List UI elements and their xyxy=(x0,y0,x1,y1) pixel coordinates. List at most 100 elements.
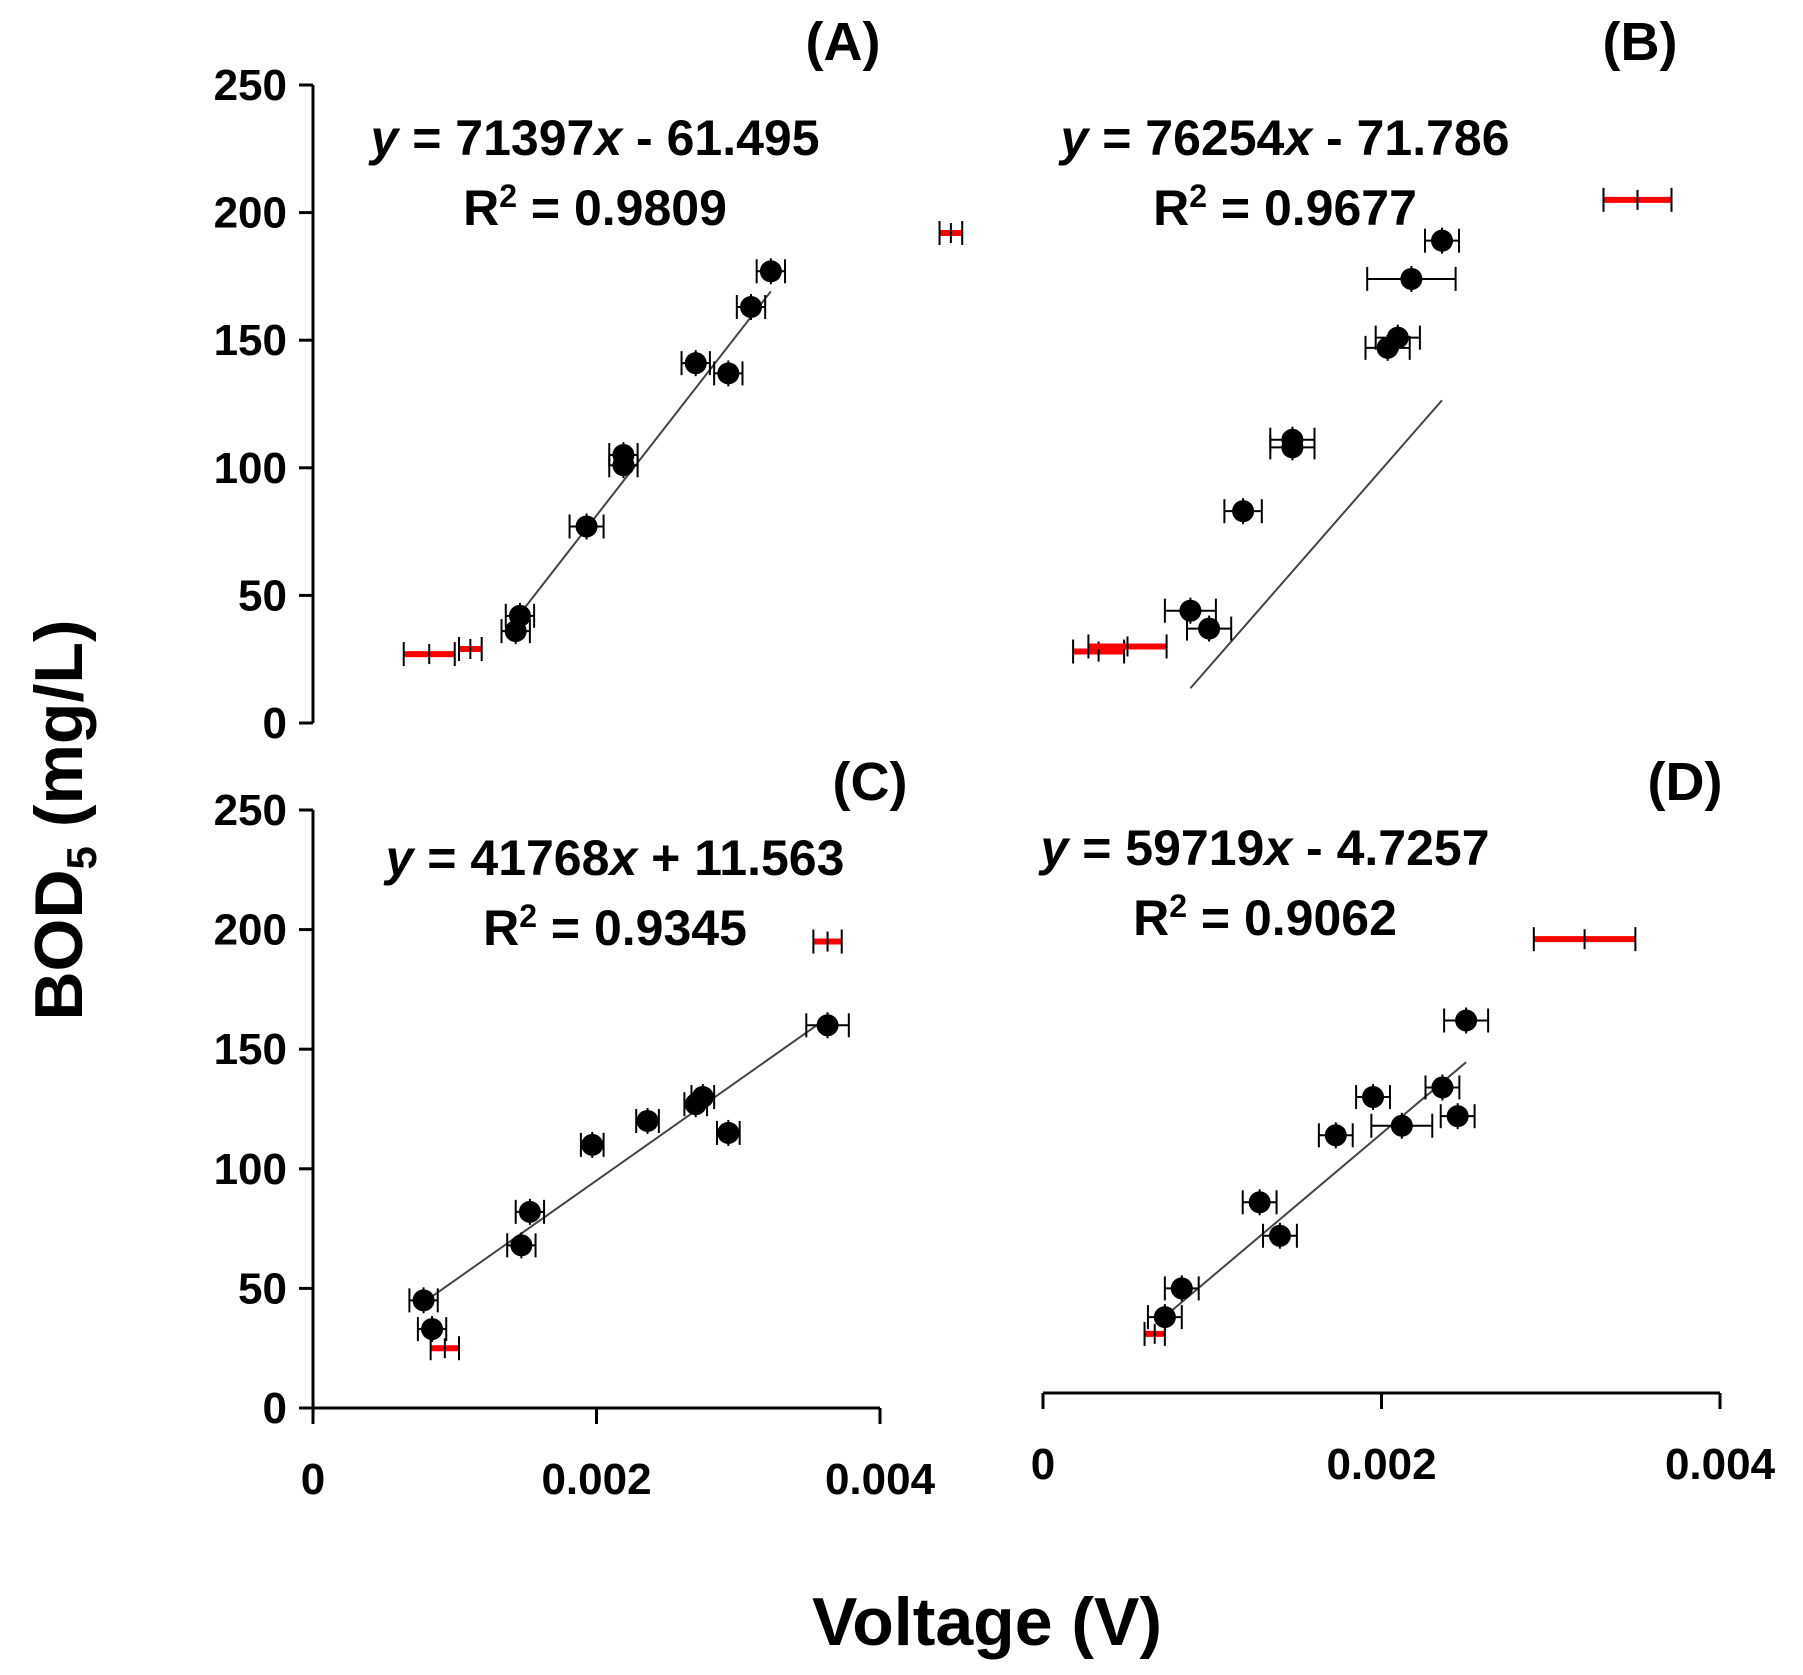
fit-equation-y: y xyxy=(1037,820,1070,876)
x-tick-label: 0 xyxy=(301,1455,325,1504)
data-point-marker xyxy=(1455,1009,1478,1032)
data-point-marker xyxy=(1153,1306,1176,1329)
y-tick-label: 100 xyxy=(214,1145,287,1194)
y-tick-label: 250 xyxy=(214,786,287,835)
fit-r-squared-value: = 0.9809 xyxy=(517,180,727,236)
data-point-marker xyxy=(1431,1076,1454,1099)
y-tick-label: 150 xyxy=(214,316,287,365)
y-tick-label: 150 xyxy=(214,1025,287,1074)
y-tick-label: 200 xyxy=(214,189,287,238)
data-point-marker xyxy=(1386,326,1409,349)
panel-b: (B) y = 76254x - 71.786 R2 = 0.9677 xyxy=(1057,12,1678,689)
data-point-marker xyxy=(1281,428,1304,451)
fit-r-squared-sup: 2 xyxy=(1169,888,1187,924)
y-axis-title-units: (mg/L) xyxy=(21,619,97,846)
fit-r-squared: R2 = 0.9345 xyxy=(483,898,747,956)
y-tick-label: 0 xyxy=(263,1384,287,1433)
fit-r-squared-r: R xyxy=(1153,180,1189,236)
panel-label: (C) xyxy=(833,752,908,812)
panel-a: 0 50 100 150 200 250 (A) y = 71397x - 61.495 R2 … xyxy=(214,12,964,748)
y-axis-title-subscript: 5 xyxy=(58,846,105,869)
data-point-marker xyxy=(518,1200,541,1223)
panel-label: (B) xyxy=(1603,12,1678,72)
fit-equation: y = 41768x + 11.563 xyxy=(383,830,845,886)
panel-c: 0 50 100 150 200 250 0 0.002 0.004 (C) y = 41768x … xyxy=(214,752,936,1504)
x-tick-label: 0.002 xyxy=(1326,1440,1436,1489)
fit-r-squared-value: = 0.9345 xyxy=(537,900,747,956)
data-point-marker xyxy=(636,1109,659,1132)
data-point-marker xyxy=(1400,267,1423,290)
data-point-marker xyxy=(816,1014,839,1037)
y-tick-label: 50 xyxy=(238,1264,287,1313)
fit-equation-intercept: - 71.786 xyxy=(1312,110,1509,166)
data-point-marker xyxy=(1362,1086,1385,1109)
data-point-marker xyxy=(575,515,598,538)
fit-r-squared-r: R xyxy=(463,180,499,236)
data-point-marker xyxy=(1198,617,1221,640)
y-tick-label: 0 xyxy=(263,699,287,748)
data-point-marker xyxy=(612,444,635,467)
trendline xyxy=(1157,1061,1467,1323)
fit-r-squared-sup: 2 xyxy=(1189,178,1207,214)
fit-r-squared-r: R xyxy=(1133,890,1169,946)
x-tick-label: 0 xyxy=(1031,1440,1055,1489)
y-axis-title: BOD5 (mg/L) xyxy=(21,619,105,1020)
panel-label: (A) xyxy=(806,12,881,72)
x-tick-label: 0.002 xyxy=(541,1455,651,1504)
data-point-marker xyxy=(421,1318,444,1341)
fit-equation-slope: = 59719 xyxy=(1068,820,1264,876)
fit-equation-x: x xyxy=(606,830,639,886)
fit-equation-intercept: + 11.563 xyxy=(637,830,844,886)
fit-r-squared-sup: 2 xyxy=(519,898,537,934)
panel-label: (D) xyxy=(1648,752,1723,812)
trendline xyxy=(1189,399,1443,689)
data-point-marker xyxy=(1324,1124,1347,1147)
data-point-marker xyxy=(1170,1277,1193,1300)
fit-r-squared: R2 = 0.9062 xyxy=(1133,888,1397,946)
y-tick-label: 100 xyxy=(214,444,287,493)
fit-equation: y = 59719x - 4.7257 xyxy=(1037,820,1489,876)
fit-equation-slope: = 41768 xyxy=(413,830,609,886)
data-point-marker xyxy=(510,1234,533,1257)
y-tick-label: 200 xyxy=(214,906,287,955)
data-point-marker xyxy=(1431,229,1453,252)
trendline xyxy=(422,1016,829,1304)
data-point-marker xyxy=(1268,1224,1291,1247)
fit-equation-intercept: - 4.7257 xyxy=(1292,820,1489,876)
x-axis-title: Voltage (V) xyxy=(812,1584,1162,1660)
trendline xyxy=(514,290,772,620)
fit-equation-y: y xyxy=(367,110,400,166)
data-point-marker xyxy=(508,604,531,627)
fit-r-squared-value: = 0.9062 xyxy=(1187,890,1397,946)
fit-equation-slope: = 71397 xyxy=(398,110,594,166)
fit-r-squared: R2 = 0.9677 xyxy=(1153,178,1417,236)
y-tick-label: 50 xyxy=(238,571,287,620)
fit-r-squared-sup: 2 xyxy=(499,178,517,214)
x-tick-label: 0.004 xyxy=(1665,1440,1776,1489)
fit-equation: y = 71397x - 61.495 xyxy=(367,110,819,166)
fit-r-squared-value: = 0.9677 xyxy=(1207,180,1417,236)
data-point-marker xyxy=(691,1086,714,1109)
fit-equation-x: x xyxy=(1281,110,1314,166)
data-point-marker xyxy=(1248,1191,1271,1214)
fit-equation-intercept: - 61.495 xyxy=(622,110,819,166)
data-point-marker xyxy=(412,1289,435,1312)
fit-equation-y: y xyxy=(383,830,416,886)
data-point-marker xyxy=(1446,1105,1469,1128)
data-point-marker xyxy=(684,352,707,375)
panel-d: 0 0.002 0.004 (D) y = 59719x - 4.7257 R2 = 0.… xyxy=(1031,752,1776,1489)
fit-equation-y: y xyxy=(1057,110,1090,166)
y-tick-label: 250 xyxy=(214,61,287,110)
data-point-marker xyxy=(1232,500,1255,523)
data-point-marker xyxy=(581,1133,604,1156)
fit-equation-x: x xyxy=(591,110,624,166)
fit-equation-slope: = 76254 xyxy=(1088,110,1284,166)
fit-equation-x: x xyxy=(1261,820,1294,876)
fit-r-squared-r: R xyxy=(483,900,519,956)
data-point-marker xyxy=(717,362,740,385)
data-point-marker xyxy=(740,296,763,319)
fit-equation: y = 76254x - 71.786 xyxy=(1057,110,1509,166)
x-tick-label: 0.004 xyxy=(825,1455,936,1504)
